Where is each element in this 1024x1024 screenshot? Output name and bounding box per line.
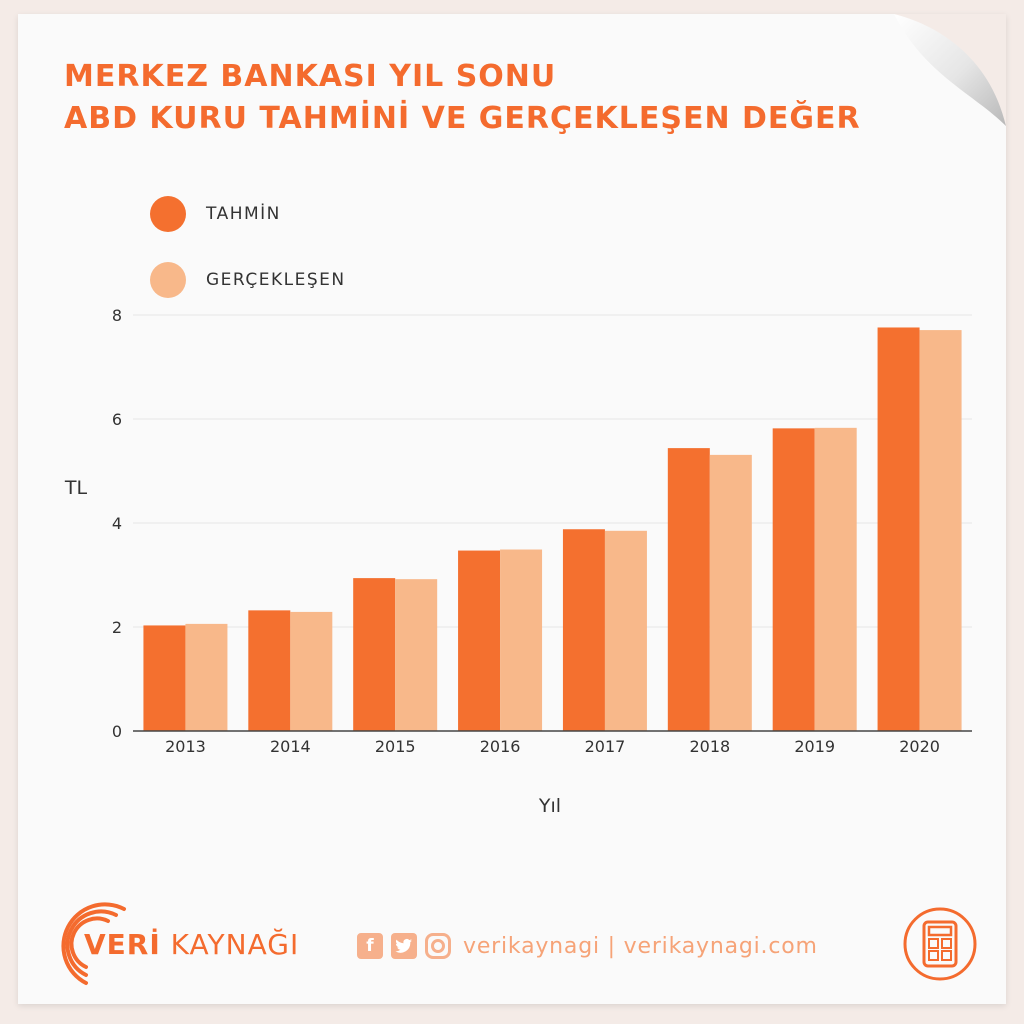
- legend-item-gerceklesen: GERÇEKLEŞEN: [150, 258, 346, 302]
- veri-kaynagi-logo-arcs: [61, 902, 126, 985]
- legend-swatch-gerceklesen: [150, 262, 186, 298]
- twitter-icon[interactable]: [391, 933, 417, 959]
- x-tick-label-2014: 2014: [270, 737, 311, 756]
- bar-tahmin-2013: [143, 625, 186, 731]
- x-axis-label: Yıl: [538, 795, 561, 817]
- bar-tahmin-2019: [772, 428, 815, 731]
- bar-tahmin-2016: [458, 550, 501, 731]
- bar-gerceklesen-2014: [290, 611, 333, 731]
- chart-title-line-1: MERKEZ BANKASI YIL SONU: [64, 59, 557, 94]
- bar-tahmin-2017: [562, 529, 605, 731]
- legend-item-tahmin: TAHMİN: [150, 192, 346, 236]
- social-links: f verikaynagi | verikaynagi.com: [357, 933, 818, 959]
- y-tick-label: 2: [112, 618, 122, 637]
- bar-tahmin-2020: [877, 327, 920, 731]
- y-tick-label: 0: [112, 722, 122, 741]
- bar-gerceklesen-2019: [814, 427, 857, 731]
- x-tick-label-2015: 2015: [375, 737, 416, 756]
- y-tick-label: 6: [112, 410, 122, 429]
- bar-gerceklesen-2016: [500, 549, 543, 731]
- x-tick-label-2019: 2019: [794, 737, 835, 756]
- facebook-icon[interactable]: f: [357, 933, 383, 959]
- x-tick-label-2020: 2020: [899, 737, 940, 756]
- bar-gerceklesen-2017: [604, 530, 647, 731]
- brand-name-rest: KAYNAĞI: [160, 928, 300, 961]
- y-tick-label: 4: [112, 514, 122, 533]
- chart-title: MERKEZ BANKASI YIL SONU ABD KURU TAHMİNİ…: [64, 56, 861, 140]
- bar-tahmin-2015: [353, 578, 396, 731]
- chart-title-line-2: ABD KURU TAHMİNİ VE GERÇEKLEŞEN DEĞER: [64, 101, 861, 136]
- x-tick-label-2018: 2018: [689, 737, 730, 756]
- bar-gerceklesen-2020: [919, 330, 962, 731]
- y-axis-label: TL: [64, 477, 88, 499]
- legend-swatch-tahmin: [150, 196, 186, 232]
- x-tick-label-2017: 2017: [585, 737, 626, 756]
- instagram-icon[interactable]: [425, 933, 451, 959]
- legend-label-gerceklesen: GERÇEKLEŞEN: [206, 270, 346, 290]
- bar-gerceklesen-2015: [395, 579, 438, 731]
- brand-name: VERİ KAYNAĞI: [84, 928, 299, 961]
- social-handle-text[interactable]: verikaynagi | verikaynagi.com: [463, 933, 818, 959]
- x-tick-label-2016: 2016: [480, 737, 521, 756]
- page-curl: [894, 14, 1006, 126]
- y-tick-label: 8: [112, 306, 122, 325]
- bar-gerceklesen-2018: [709, 454, 752, 731]
- chart-legend: TAHMİN GERÇEKLEŞEN: [150, 192, 346, 324]
- bar-tahmin-2014: [248, 610, 291, 731]
- brand-name-bold: VERİ: [84, 928, 161, 961]
- calculator-icon: [903, 907, 977, 981]
- legend-label-tahmin: TAHMİN: [206, 204, 281, 224]
- bar-tahmin-2018: [667, 448, 710, 731]
- x-tick-label-2013: 2013: [165, 737, 206, 756]
- bar-gerceklesen-2013: [185, 623, 228, 731]
